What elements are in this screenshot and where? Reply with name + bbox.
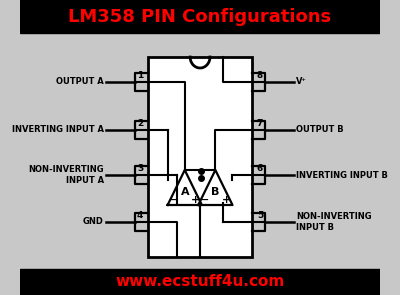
Text: 2: 2 <box>137 119 143 128</box>
Text: OUTPUT B: OUTPUT B <box>296 125 344 135</box>
Bar <box>20 269 380 295</box>
Text: OUTPUT A: OUTPUT A <box>56 78 104 86</box>
Text: −: − <box>169 195 178 205</box>
Text: A: A <box>180 187 189 197</box>
Text: V⁺: V⁺ <box>296 78 307 86</box>
Text: 7: 7 <box>257 119 263 128</box>
Bar <box>148 57 252 257</box>
Text: 5: 5 <box>257 211 263 220</box>
Text: 6: 6 <box>257 164 263 173</box>
Text: INVERTING INPUT B: INVERTING INPUT B <box>296 171 388 179</box>
Text: 4: 4 <box>137 211 143 220</box>
Text: 3: 3 <box>137 164 143 173</box>
Text: GND: GND <box>83 217 104 227</box>
Bar <box>20 0 380 33</box>
Text: www.ecstuff4u.com: www.ecstuff4u.com <box>116 275 285 289</box>
Text: 1: 1 <box>137 71 143 80</box>
Text: LM358 PIN Configurations: LM358 PIN Configurations <box>68 8 332 26</box>
Text: INVERTING INPUT A: INVERTING INPUT A <box>12 125 104 135</box>
Text: −: − <box>200 195 209 205</box>
Text: NON-INVERTING
INPUT A: NON-INVERTING INPUT A <box>28 165 104 185</box>
Text: +: + <box>222 195 231 205</box>
Text: 8: 8 <box>257 71 263 80</box>
Text: NON-INVERTING
INPUT B: NON-INVERTING INPUT B <box>296 212 372 232</box>
Text: +: + <box>191 195 200 205</box>
Text: B: B <box>211 187 220 197</box>
